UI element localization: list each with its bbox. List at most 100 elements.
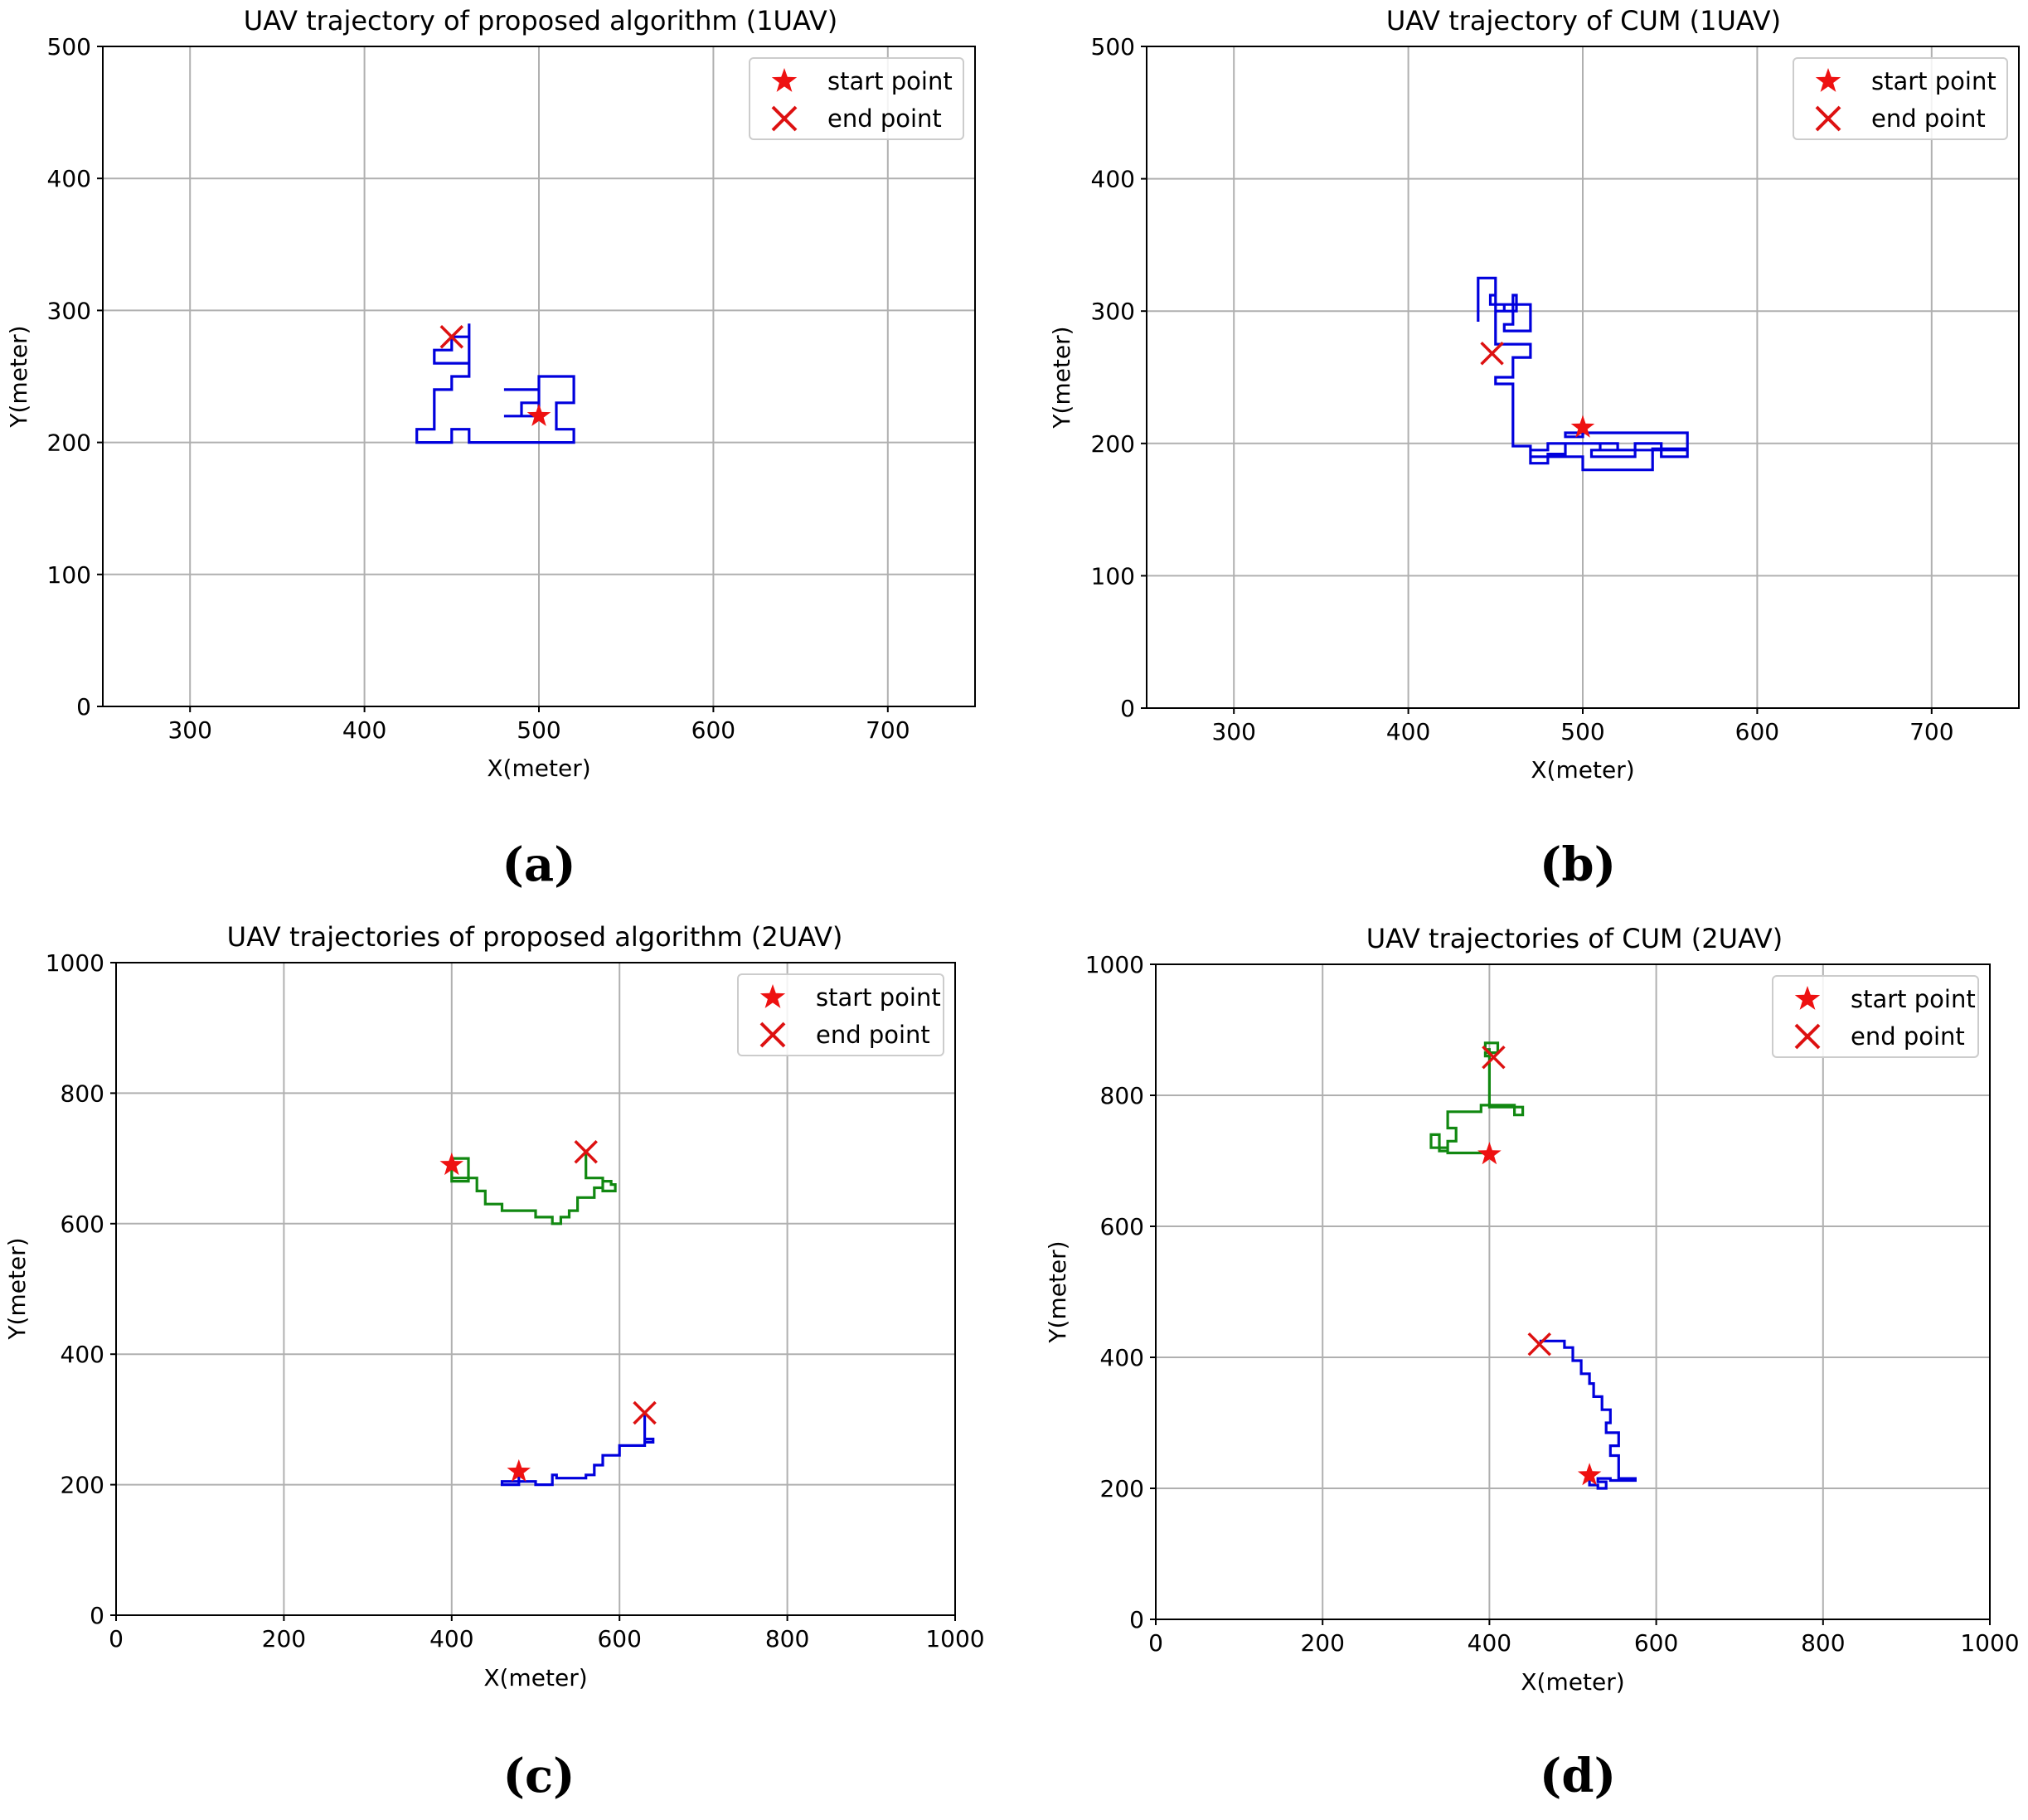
start-point-marker [507,1458,531,1482]
y-tick-label: 400 [61,1341,104,1368]
chart-a: UAV trajectory of proposed algorithm (1U… [5,5,976,782]
trajectories [450,1152,655,1487]
y-axis-label: Y(meter) [1044,1240,1071,1343]
x-tick-label: 800 [765,1625,809,1653]
x-tick-label: 1000 [1960,1629,2019,1657]
chart-b: UAV trajectory of CUM (1UAV) 300 400 500 60… [1048,5,2020,784]
trajectories [415,323,575,444]
y-tick-label: 400 [47,165,91,192]
legend-end-label: end point [816,1021,930,1049]
chart-title: UAV trajectories of proposed algorithm (… [227,921,843,953]
legend-start-label: start point [816,983,941,1012]
legend: start point end point [1772,975,1979,1058]
x-tick-label: 400 [429,1625,473,1653]
y-tick-label: 800 [61,1080,104,1107]
end-point-marker [633,1400,657,1425]
uav-2-trajectory [1429,1041,1525,1155]
x-tick-label: 800 [1801,1629,1845,1657]
x-tick-label: 300 [1211,718,1255,745]
x-axis-label: X(meter) [487,755,590,782]
y-tick-label: 300 [47,297,91,324]
chart-c: UAV trajectories of proposed algorithm (… [3,921,985,1691]
x-tick-label: 500 [1560,718,1604,745]
x-tick-label: 1000 [925,1625,984,1653]
legend: start point end point [749,57,964,140]
y-tick-label: 400 [1100,1344,1144,1371]
legend-start-marker [1794,986,1821,1010]
x-axis-label: X(meter) [1521,1668,1624,1696]
y-tick-label: 200 [61,1472,104,1499]
legend-end-label: end point [827,104,942,133]
y-tick-label: 0 [1120,695,1135,722]
legend-start-marker [759,984,786,1008]
x-tick-label: 0 [1148,1629,1163,1657]
y-axis-label: Y(meter) [3,1237,31,1340]
legend: start point end point [737,973,944,1056]
uav-1-trajectory [1477,276,1689,472]
y-tick-label: 100 [1091,562,1135,590]
y-tick-label: 500 [47,33,91,61]
y-tick-label: 100 [47,561,91,589]
legend-start-label: start point [827,67,953,95]
end-point-marker [1482,1045,1506,1070]
x-axis-label: X(meter) [1531,756,1634,784]
legend: start point end point [1793,57,2008,140]
subplot-d: UAV trajectories of CUM (2UAV) 0 200 400 60… [1014,910,2028,1820]
legend-start-label: start point [1851,985,1976,1013]
y-tick-label: 1000 [1085,951,1144,978]
legend-box [1793,57,2008,140]
markers [1480,342,1595,438]
grid-lines [1155,963,1991,1620]
x-tick-label: 400 [1468,1629,1511,1657]
caption-b: (b) [1539,837,1617,892]
x-tick-label: 400 [1386,718,1430,745]
x-tick-label: 0 [109,1625,124,1653]
uav-1-trajectory [415,323,575,444]
legend-start-marker [771,68,798,92]
y-tick-label: 800 [1100,1082,1144,1109]
x-tick-label: 400 [342,716,386,744]
legend-end-marker [1815,105,1841,132]
y-ticks: 0 100 200 300 400 500 [1091,33,1147,722]
y-tick-label: 500 [1091,33,1135,61]
y-axis-label: Y(meter) [1048,326,1075,429]
y-tick-label: 0 [76,693,91,721]
y-ticks: 0 200 400 600 800 1000 [46,949,116,1629]
x-tick-label: 200 [1300,1629,1344,1657]
legend-end-label: end point [1851,1022,1965,1051]
x-axis-label: X(meter) [483,1664,587,1691]
x-tick-label: 600 [691,716,735,744]
x-ticks: 0 200 400 600 800 1000 [109,1615,985,1653]
legend-start-marker [1815,68,1841,92]
x-tick-label: 500 [517,716,560,744]
legend-box [749,57,964,140]
y-tick-label: 300 [1091,298,1135,325]
y-tick-label: 0 [90,1602,104,1629]
y-tick-label: 400 [1091,166,1135,193]
subplot-b: UAV trajectory of CUM (1UAV) 300 400 500 60… [1014,0,2028,910]
uav-2-trajectory [450,1152,617,1225]
y-tick-label: 600 [61,1211,104,1238]
caption-c: (c) [502,1749,575,1803]
uav-1-trajectory [500,1413,655,1487]
x-tick-label: 600 [597,1625,641,1653]
subplot-c: UAV trajectories of proposed algorithm (… [0,910,1014,1820]
end-point-marker [1527,1332,1551,1357]
y-axis-label: Y(meter) [5,325,32,428]
y-tick-label: 1000 [46,949,104,977]
subplot-a: UAV trajectory of proposed algorithm (1U… [0,0,1014,910]
caption-a: (a) [502,837,576,892]
start-point-marker [526,403,551,426]
legend-box [737,973,944,1056]
legend-start-label: start point [1871,67,1996,95]
chart-title: UAV trajectory of CUM (1UAV) [1386,5,1781,36]
start-point-marker [1570,415,1595,438]
x-ticks: 300 400 500 600 700 [167,706,910,744]
chart-d: UAV trajectories of CUM (2UAV) 0 200 400 60… [1044,923,2020,1696]
plot-frame [115,962,956,1616]
y-tick-label: 600 [1100,1213,1144,1240]
y-ticks: 0 200 400 600 800 1000 [1085,951,1156,1633]
caption-d: (d) [1539,1749,1617,1803]
legend-end-marker [1794,1023,1821,1050]
y-tick-label: 200 [1091,430,1135,458]
